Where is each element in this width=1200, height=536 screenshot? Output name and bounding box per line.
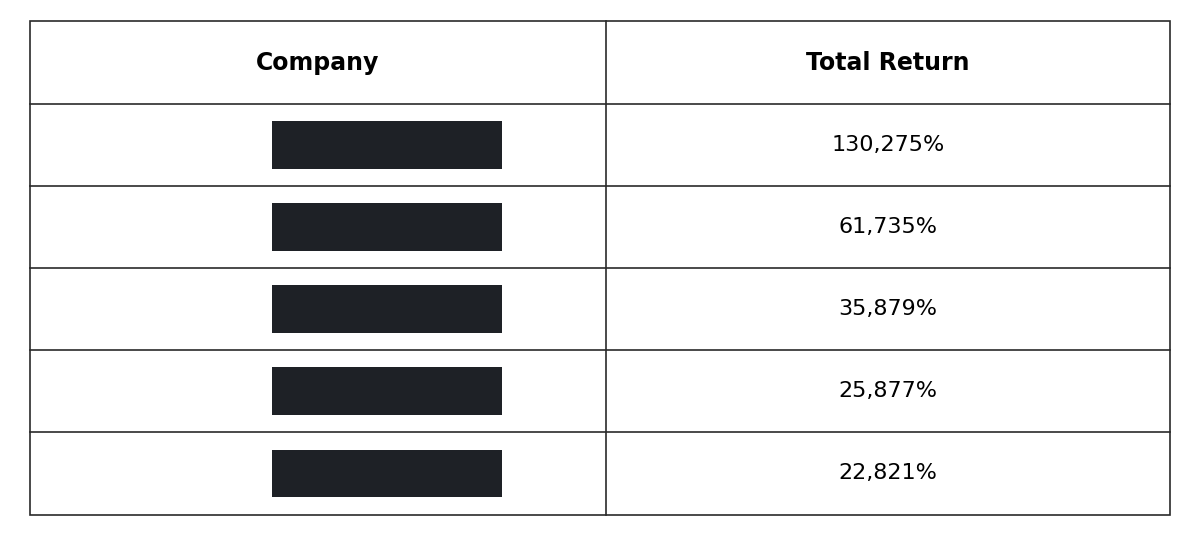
Text: Company: Company [256, 50, 379, 75]
Text: 130,275%: 130,275% [832, 135, 944, 155]
Text: 35,879%: 35,879% [839, 299, 937, 319]
Bar [271, 450, 502, 497]
Text: 22,821%: 22,821% [839, 464, 937, 483]
Bar [271, 368, 502, 415]
Text: 61,735%: 61,735% [839, 217, 937, 237]
Text: 25,877%: 25,877% [839, 381, 937, 401]
Bar [271, 121, 502, 168]
Text: Total Return: Total Return [806, 50, 970, 75]
Bar [271, 285, 502, 333]
Bar [271, 203, 502, 251]
